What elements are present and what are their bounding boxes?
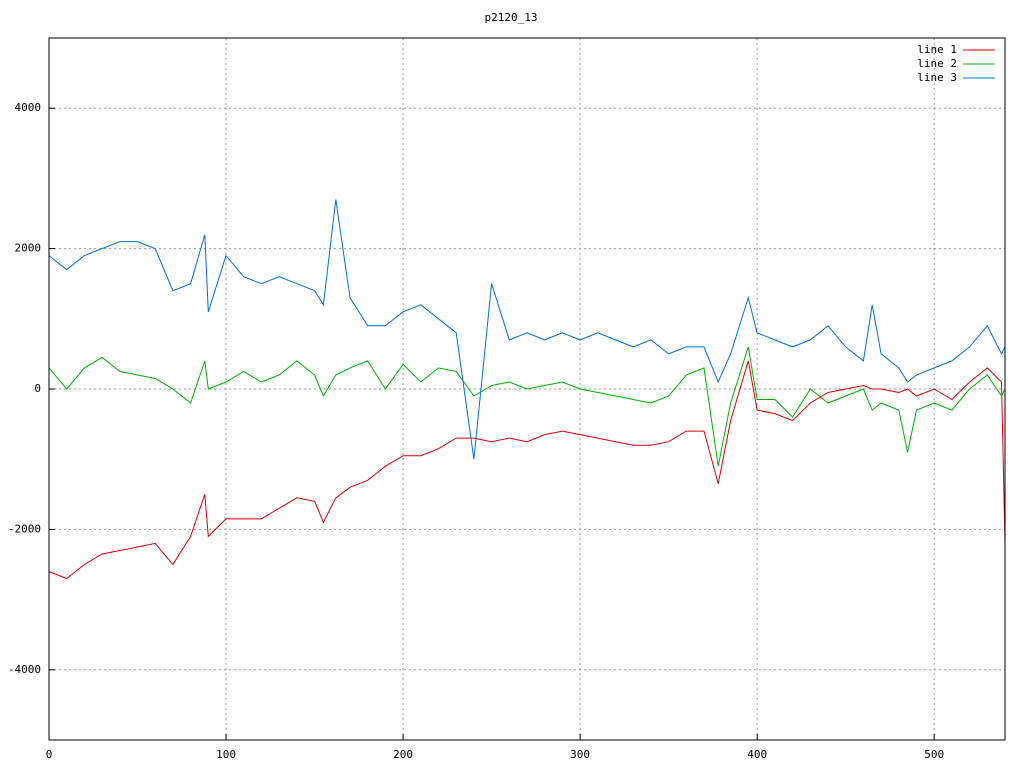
y-tick-label: -4000 — [8, 663, 41, 676]
x-tick-label: 300 — [570, 748, 590, 761]
y-tick-label: -2000 — [8, 522, 41, 535]
lines — [48, 199, 1006, 580]
x-tick-label: 200 — [393, 748, 413, 761]
legend-label: line 2 — [917, 57, 957, 70]
plot-border — [48, 37, 1006, 741]
grid: -4000 -2000 0 2000 4000 0 100 200 300 400 500 — [8, 38, 1005, 761]
data-line — [48, 360, 1006, 580]
legend-label: line 3 — [917, 71, 957, 84]
y-tick-label: 0 — [34, 382, 41, 395]
x-tick-label: 500 — [924, 748, 944, 761]
x-tick-label: 400 — [747, 748, 767, 761]
y-tick-label: 2000 — [15, 242, 42, 255]
chart-title: p2120_13 — [485, 11, 538, 24]
x-tick-label: 0 — [46, 748, 53, 761]
y-tick-label: 4000 — [15, 101, 42, 114]
data-line — [48, 346, 1006, 467]
legend-label: line 1 — [917, 43, 957, 56]
x-tick-label: 100 — [216, 748, 236, 761]
data-line — [48, 199, 1006, 460]
